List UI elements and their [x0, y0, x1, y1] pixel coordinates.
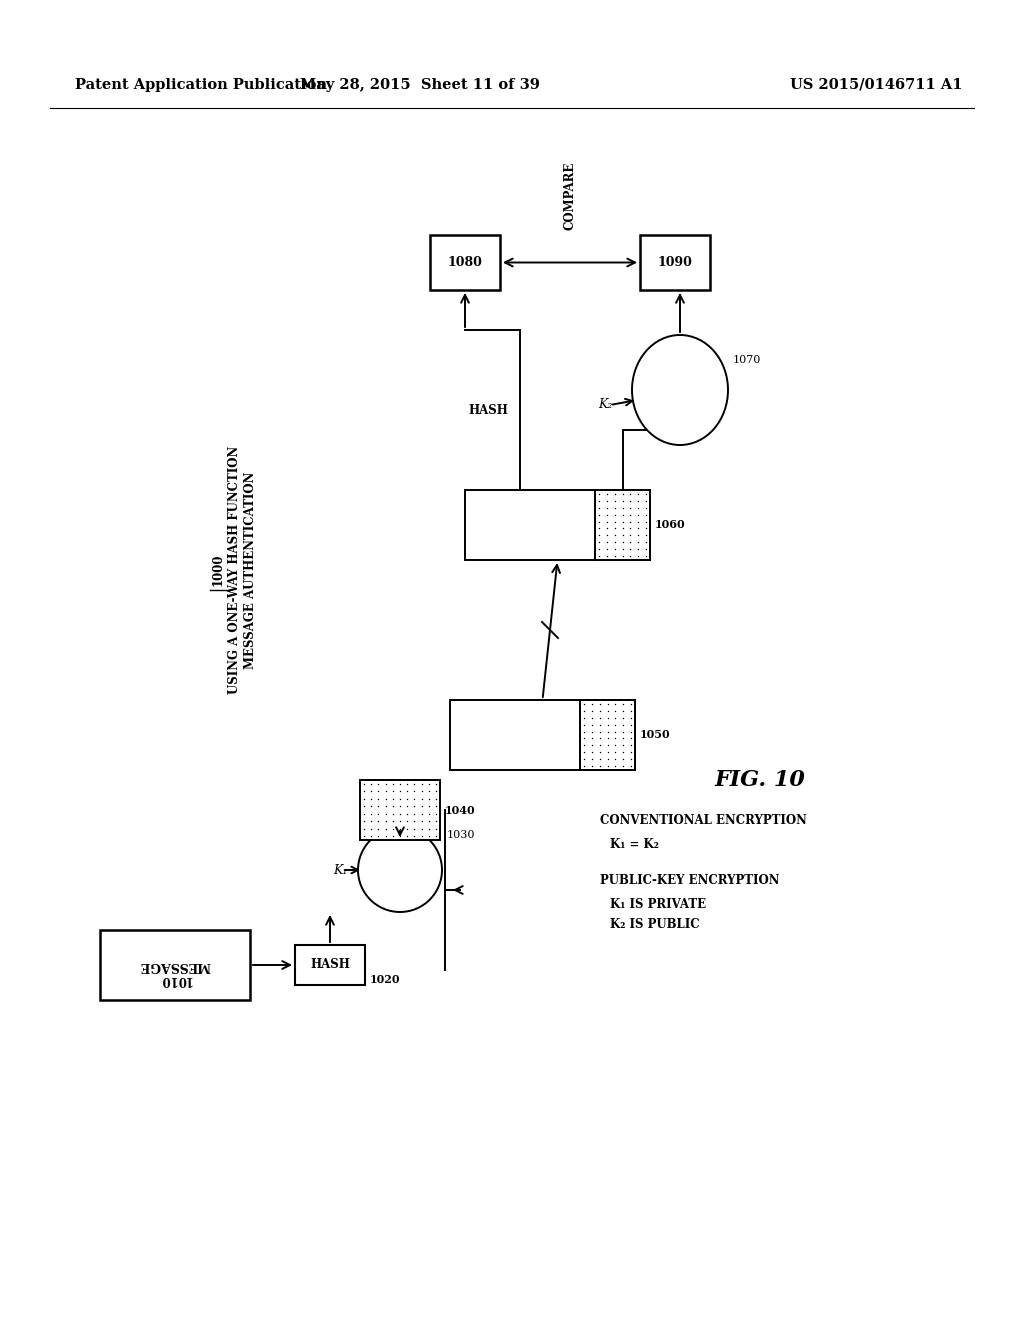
- Text: 1040: 1040: [445, 804, 475, 816]
- Ellipse shape: [632, 335, 728, 445]
- Text: FIG. 10: FIG. 10: [715, 770, 806, 791]
- Text: COMPARE: COMPARE: [563, 161, 577, 230]
- Text: May 28, 2015  Sheet 11 of 39: May 28, 2015 Sheet 11 of 39: [300, 78, 540, 92]
- Bar: [430, 235, 500, 290]
- Text: 1090: 1090: [657, 256, 692, 269]
- Bar: [450, 700, 635, 770]
- Text: PUBLIC-KEY ENCRYPTION: PUBLIC-KEY ENCRYPTION: [600, 874, 779, 887]
- Text: Patent Application Publication: Patent Application Publication: [75, 78, 327, 92]
- Text: USING A ONE-WAY HASH FUNCTION: USING A ONE-WAY HASH FUNCTION: [227, 446, 241, 694]
- Text: US 2015/0146711 A1: US 2015/0146711 A1: [790, 78, 963, 92]
- Text: HASH: HASH: [468, 404, 508, 417]
- Text: K₁ = K₂: K₁ = K₂: [610, 838, 658, 851]
- Ellipse shape: [358, 828, 442, 912]
- Text: 1030: 1030: [447, 830, 475, 840]
- Bar: [100, 931, 250, 1001]
- Text: K₂ IS PUBLIC: K₂ IS PUBLIC: [610, 919, 699, 932]
- Text: MESSAGE: MESSAGE: [139, 958, 211, 972]
- Text: 1080: 1080: [447, 256, 482, 269]
- Text: K₂: K₂: [598, 399, 612, 412]
- Text: MESSAGE AUTHENTICATION: MESSAGE AUTHENTICATION: [244, 471, 256, 669]
- Text: 1000: 1000: [212, 554, 224, 586]
- Bar: [580, 700, 635, 770]
- Text: CONVENTIONAL ENCRYPTION: CONVENTIONAL ENCRYPTION: [600, 813, 807, 826]
- Text: 1020: 1020: [370, 974, 400, 985]
- Text: 1010: 1010: [159, 973, 191, 986]
- Bar: [295, 945, 365, 985]
- Bar: [465, 490, 650, 560]
- Bar: [360, 780, 440, 840]
- Text: 1060: 1060: [655, 520, 686, 531]
- Text: HASH: HASH: [310, 958, 350, 972]
- Text: 1070: 1070: [733, 355, 762, 366]
- Text: K₁: K₁: [333, 863, 347, 876]
- Text: 1050: 1050: [640, 730, 671, 741]
- Bar: [640, 235, 710, 290]
- Text: K₁ IS PRIVATE: K₁ IS PRIVATE: [610, 899, 707, 912]
- Bar: [595, 490, 650, 560]
